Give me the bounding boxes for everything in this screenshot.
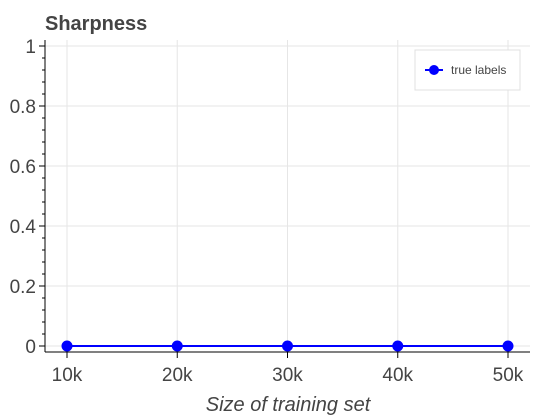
data-point [61,340,73,352]
y-tick-label: 0.4 [10,217,37,238]
data-point [502,340,514,352]
data-point [282,340,293,352]
legend-label: true labels [451,63,506,77]
y-tick-label: 1 [25,37,36,58]
x-tick-label: 50k [493,365,524,386]
x-tick-label: 30k [272,365,303,386]
y-tick-label: 0.6 [10,157,36,178]
legend-marker-swatch [429,65,439,75]
axes-layer: 0 0.2 0.4 0.6 0.8 1 10k 20k 30k 40k 50k [10,37,530,386]
data-point [392,340,404,352]
legend: true labels [414,49,521,91]
y-tick-label: 0.2 [10,277,36,298]
data-point [171,340,183,352]
y-tick-label: 0.8 [10,97,36,118]
chart-title: Sharpness [45,13,147,35]
x-tick-label: 10k [52,365,83,386]
series-layer [61,340,514,352]
y-tick-label: 0 [25,337,36,358]
x-tick-label: 40k [382,365,413,386]
x-axis-label: Size of training set [206,394,372,416]
x-tick-label: 20k [162,365,193,386]
